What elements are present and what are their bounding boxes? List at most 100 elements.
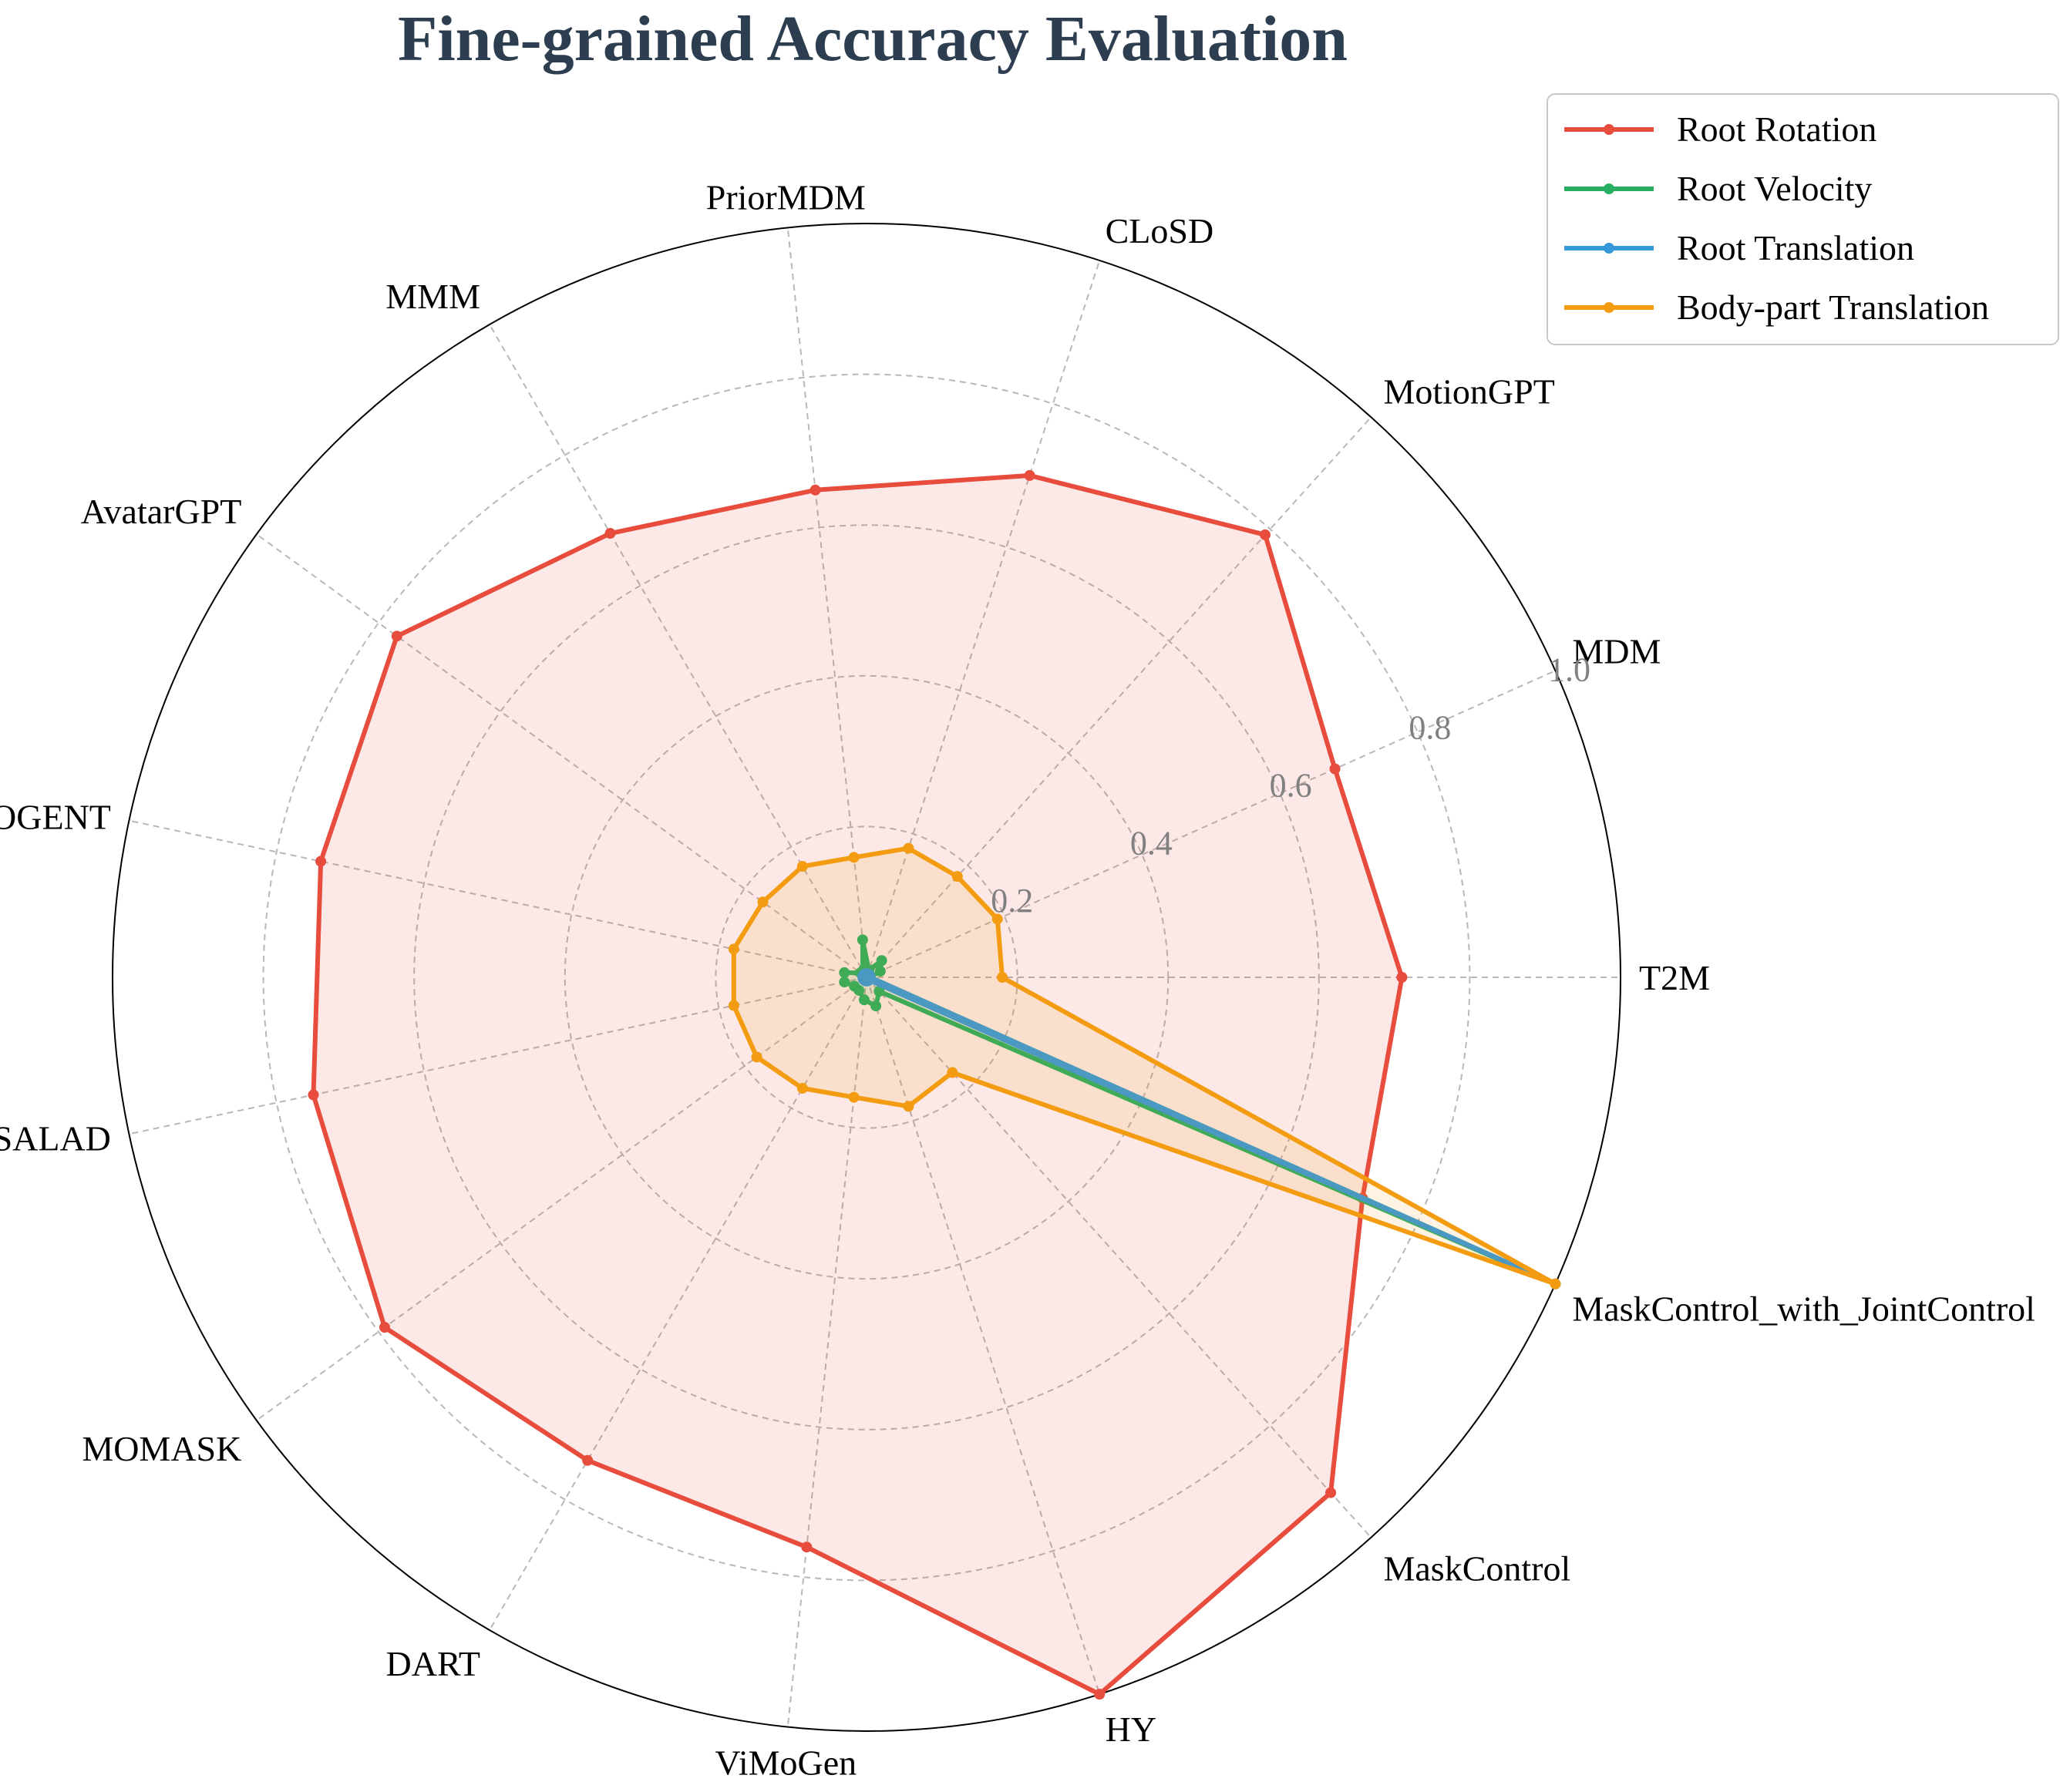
radial-tick-labels: 0.2 0.4 0.6 0.8 1.0 xyxy=(991,651,1590,920)
data-point xyxy=(809,484,821,496)
chart-title: Fine-grained Accuracy Evaluation xyxy=(398,3,1348,75)
data-point xyxy=(991,913,1003,925)
data-point xyxy=(870,1000,882,1012)
data-point xyxy=(728,943,739,955)
category-label: MotionGPT xyxy=(1383,372,1554,411)
data-point xyxy=(1396,972,1408,983)
series-line xyxy=(731,846,1558,1286)
legend-frame xyxy=(1547,93,2059,345)
data-point xyxy=(801,1542,813,1553)
data-point xyxy=(582,1454,594,1466)
data-point xyxy=(873,986,885,997)
radial-tick-label: 0.8 xyxy=(1409,709,1451,747)
data-point xyxy=(728,1000,739,1011)
data-point xyxy=(848,852,860,863)
category-label: HY xyxy=(1106,1710,1156,1749)
data-point xyxy=(858,994,870,1006)
data-point xyxy=(1094,1689,1106,1700)
data-point xyxy=(947,1067,958,1078)
series-area xyxy=(733,848,1556,1284)
category-label: MMM xyxy=(385,277,480,316)
series-body-part-translation xyxy=(728,842,1561,1289)
data-point xyxy=(1024,469,1035,481)
spoke-line xyxy=(256,533,867,978)
legend-item: Body-part Translation xyxy=(1564,287,1989,327)
spoke-line xyxy=(129,819,867,978)
grid-ring xyxy=(715,825,1018,1129)
spoke-line xyxy=(866,260,1101,978)
data-point xyxy=(903,842,914,854)
legend-label: Root Velocity xyxy=(1677,169,1872,208)
category-label: SALAD xyxy=(0,1118,111,1158)
grid-ring xyxy=(413,524,1320,1431)
spoke-line xyxy=(256,977,867,1421)
legend-swatch-marker xyxy=(1604,243,1614,254)
legend-swatch-marker xyxy=(1604,124,1614,135)
data-point xyxy=(839,977,850,988)
legend-label: Root Rotation xyxy=(1677,109,1876,149)
radial-tick-label: 0.2 xyxy=(991,882,1033,920)
data-point xyxy=(796,1082,808,1094)
data-point xyxy=(1259,529,1271,540)
series-layer xyxy=(308,469,1561,1700)
spoke-line xyxy=(866,670,1556,978)
data-point xyxy=(757,896,769,908)
data-point xyxy=(863,974,875,986)
data-point xyxy=(1550,1278,1561,1289)
data-point xyxy=(951,871,963,883)
data-point xyxy=(997,972,1008,983)
legend-swatch-marker xyxy=(1604,302,1614,313)
data-point xyxy=(796,861,808,872)
spoke-line xyxy=(129,977,867,1135)
legend-swatch-marker xyxy=(1604,183,1614,194)
spoke-line xyxy=(866,416,1372,978)
series-line xyxy=(311,472,1405,1697)
category-labels: T2M MDM MotionGPT CLoSD PriorMDM MMM AvatarGPT… xyxy=(0,177,2035,1782)
category-label: MOGENT xyxy=(0,798,111,837)
legend-label: Root Translation xyxy=(1677,228,1914,267)
category-label: AvatarGPT xyxy=(81,492,242,531)
spoke-line xyxy=(489,324,867,978)
spoke-line xyxy=(489,977,867,1631)
data-point xyxy=(391,630,402,642)
legend-item: Root Rotation xyxy=(1564,109,1876,149)
data-point xyxy=(751,1051,762,1063)
legend: Root Rotation Root Velocity Root Translati… xyxy=(1547,93,2059,345)
data-point xyxy=(1325,1487,1337,1498)
spoke-line xyxy=(786,227,867,978)
category-label: DART xyxy=(386,1644,480,1683)
spoke-line xyxy=(866,977,1372,1538)
data-point xyxy=(848,1091,860,1103)
spoke-line xyxy=(786,977,867,1727)
category-label: MDM xyxy=(1572,631,1661,671)
outer-ring xyxy=(112,223,1621,1732)
category-label: MaskControl_with_JointControl xyxy=(1572,1289,2035,1329)
legend-item: Root Velocity xyxy=(1564,169,1872,208)
data-point xyxy=(874,966,886,977)
spoke-line xyxy=(866,977,1101,1695)
grid-ring xyxy=(564,674,1170,1280)
data-point xyxy=(1329,763,1341,775)
data-point xyxy=(876,955,887,967)
category-label: T2M xyxy=(1639,958,1710,997)
series-root-rotation xyxy=(308,469,1408,1700)
grid-ring xyxy=(262,373,1471,1582)
data-point xyxy=(903,1101,914,1112)
data-point xyxy=(379,1322,390,1333)
radial-tick-label: 1.0 xyxy=(1548,651,1590,689)
data-point xyxy=(853,984,865,996)
series-area xyxy=(313,475,1402,1695)
category-label: PriorMDM xyxy=(706,177,866,217)
radial-tick-label: 0.4 xyxy=(1130,824,1173,862)
data-point xyxy=(839,967,850,978)
data-point xyxy=(604,528,616,540)
data-point xyxy=(308,1089,319,1101)
radial-tick-label: 0.6 xyxy=(1270,766,1312,804)
data-point xyxy=(315,856,327,867)
legend-item: Root Translation xyxy=(1564,228,1914,267)
category-label: ViMoGen xyxy=(715,1743,857,1783)
category-label: MOMASK xyxy=(82,1429,241,1468)
legend-label: Body-part Translation xyxy=(1677,287,1989,327)
category-label: MaskControl xyxy=(1383,1549,1570,1589)
